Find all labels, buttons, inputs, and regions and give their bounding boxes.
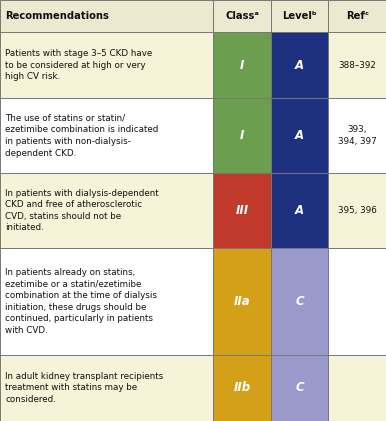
Text: C: C (295, 295, 304, 308)
Text: A: A (295, 204, 304, 217)
Bar (0, 173, 213, 248)
Bar (271, 355, 328, 421)
Bar (213, 32, 271, 98)
Bar (271, 248, 328, 355)
Text: Classᵃ: Classᵃ (225, 11, 259, 21)
Text: A: A (295, 129, 304, 142)
Text: 388–392: 388–392 (338, 61, 376, 69)
Bar (328, 355, 386, 421)
Bar (271, 173, 328, 248)
Text: In patients with dialysis-dependent
CKD and free of atherosclerotic
CVD, statins: In patients with dialysis-dependent CKD … (5, 189, 159, 232)
Text: I: I (240, 129, 244, 142)
Text: In adult kidney transplant recipients
treatment with statins may be
considered.: In adult kidney transplant recipients tr… (5, 372, 164, 404)
Bar (271, 32, 328, 98)
Text: In patients already on statins,
ezetimibe or a statin/ezetimibe
combination at t: In patients already on statins, ezetimib… (5, 268, 157, 335)
Text: Patients with stage 3–5 CKD have
to be considered at high or very
high CV risk.: Patients with stage 3–5 CKD have to be c… (5, 49, 152, 81)
Bar (0, 248, 213, 355)
Bar (271, 0, 328, 32)
Text: A: A (295, 59, 304, 72)
Bar (213, 355, 271, 421)
Text: Recommendations: Recommendations (5, 11, 109, 21)
Bar (0, 355, 213, 421)
Bar (328, 248, 386, 355)
Bar (213, 98, 271, 173)
Text: IIa: IIa (234, 295, 251, 308)
Text: III: III (235, 204, 249, 217)
Bar (328, 0, 386, 32)
Bar (213, 0, 271, 32)
Bar (0, 0, 213, 32)
Bar (213, 173, 271, 248)
Bar (0, 98, 213, 173)
Text: I: I (240, 59, 244, 72)
Text: The use of statins or statin/
ezetimibe combination is indicated
in patients wit: The use of statins or statin/ ezetimibe … (5, 114, 159, 157)
Text: 395, 396: 395, 396 (338, 206, 377, 215)
Text: 393,
394, 397: 393, 394, 397 (338, 125, 377, 146)
Bar (328, 98, 386, 173)
Text: IIb: IIb (234, 381, 251, 394)
Bar (271, 98, 328, 173)
Bar (0, 32, 213, 98)
Text: C: C (295, 381, 304, 394)
Bar (213, 248, 271, 355)
Text: Refᶜ: Refᶜ (346, 11, 369, 21)
Text: Levelᵇ: Levelᵇ (282, 11, 317, 21)
Bar (328, 32, 386, 98)
Bar (328, 173, 386, 248)
